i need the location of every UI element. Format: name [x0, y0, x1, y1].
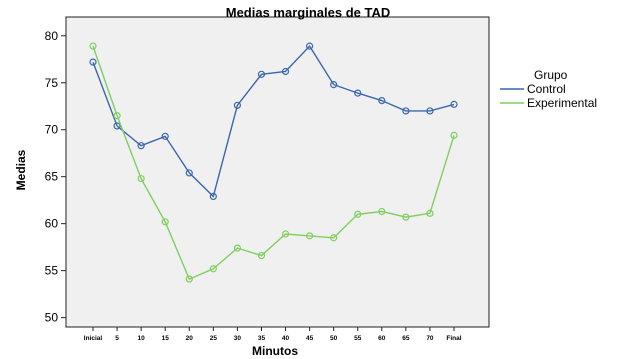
data-point-experimental [306, 232, 314, 240]
y-tick-label: 50 [45, 311, 59, 325]
data-point-control [402, 107, 410, 115]
x-tick-label: 50 [330, 335, 338, 342]
x-tick-label: 20 [186, 335, 194, 342]
data-point-control [257, 70, 266, 78]
x-tick-label: 60 [378, 335, 386, 342]
x-tick-label: 15 [162, 335, 170, 342]
data-point-control [185, 169, 193, 177]
data-point-control [306, 42, 314, 50]
data-point-experimental [185, 275, 193, 283]
data-point-control [450, 100, 458, 108]
legend-label-control: Control [527, 82, 566, 96]
data-point-experimental [354, 210, 362, 218]
data-point-control [330, 81, 338, 89]
series-line-experimental [92, 45, 455, 281]
data-point-experimental [137, 174, 145, 183]
y-tick-label: 70 [45, 123, 59, 137]
y-tick-label: 55 [45, 264, 59, 278]
y-axis-title: Medias [14, 149, 28, 190]
x-axis: Inicial 5 10 15 20 25 30 35 40 45 50 55 60 65 70 Final [84, 327, 462, 342]
y-tick-label: 75 [45, 76, 59, 90]
data-point-experimental [378, 207, 386, 216]
series [89, 42, 458, 283]
x-tick-label: 65 [402, 335, 410, 342]
data-point-experimental [257, 252, 266, 260]
legend-label-experimental: Experimental [527, 96, 597, 110]
data-point-experimental [233, 244, 241, 252]
x-tick-label: Inicial [84, 335, 103, 342]
x-tick-label: 30 [234, 335, 242, 342]
data-point-experimental [330, 234, 338, 242]
data-point-experimental [89, 42, 97, 50]
x-axis-title: Minutos [252, 344, 298, 358]
data-point-control [161, 132, 169, 140]
data-point-experimental [161, 218, 169, 226]
data-point-control [426, 107, 434, 115]
legend-title: Grupo [534, 68, 568, 82]
series-line-control [92, 44, 455, 198]
x-tick-label: 55 [354, 335, 362, 342]
data-point-experimental [281, 230, 290, 238]
x-tick-label: 10 [138, 335, 146, 342]
y-tick-label: 60 [45, 217, 59, 231]
y-tick-label: 80 [45, 29, 59, 43]
data-point-experimental [426, 209, 434, 217]
data-point-experimental [402, 213, 410, 221]
data-point-control [113, 122, 121, 130]
x-tick-label: Final [446, 335, 461, 342]
data-point-control [89, 58, 97, 66]
x-tick-label: 40 [282, 335, 290, 342]
x-tick-label: 25 [210, 335, 218, 342]
x-tick-label: 5 [115, 335, 119, 342]
data-point-experimental [113, 112, 121, 120]
x-tick-label: 45 [306, 335, 314, 342]
plot-area [65, 16, 490, 328]
data-point-control [233, 101, 241, 109]
x-tick-label: 70 [426, 335, 434, 342]
data-point-experimental [450, 131, 458, 139]
data-point-control [378, 97, 386, 105]
y-tick-label: 65 [45, 170, 59, 184]
data-point-control [137, 142, 145, 150]
data-point-control [209, 192, 217, 201]
y-axis: 50 55 60 65 70 75 80 [45, 29, 66, 325]
x-tick-label: 35 [258, 335, 266, 342]
data-point-control [354, 89, 362, 97]
data-point-experimental [209, 265, 217, 273]
chart-title: Medias marginales de TAD [226, 5, 390, 20]
data-point-control [281, 67, 290, 76]
